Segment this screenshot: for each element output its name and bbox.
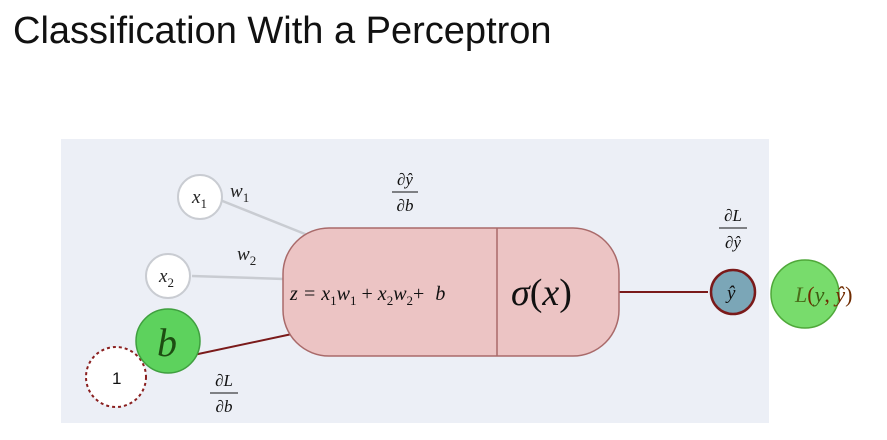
connection-x1-neuron (214, 196, 311, 238)
derivative-dL-db: ∂L ∂b (210, 371, 238, 416)
derivative-dL-db-den: ∂b (216, 397, 233, 416)
derivative-dL-dyhat-num: ∂L (724, 206, 742, 225)
loss-label: L(y, ŷ) (794, 282, 852, 307)
derivative-dL-dyhat-den: ∂ŷ (725, 233, 741, 252)
neuron-equation: z = x1w1 + x2w2+ b (289, 283, 445, 308)
derivative-dyhat-db-den: ∂b (397, 196, 414, 215)
neuron-capsule (282, 227, 620, 357)
derivative-dyhat-db-num: ∂ŷ (397, 170, 413, 189)
output-node-yhat (709, 268, 757, 316)
weight-label-w2: w2 (237, 244, 256, 268)
input-node-x1 (177, 174, 223, 220)
connection-x2-neuron (191, 274, 285, 281)
derivative-dL-db-num: ∂L (215, 371, 233, 390)
slide-title: Classification With a Perceptron (13, 10, 552, 52)
bias-node (135, 308, 201, 374)
bias-label: b (157, 320, 177, 365)
bias-input-node (85, 346, 147, 408)
input-label-x2: x2 (158, 266, 174, 290)
output-label-yhat: ŷ (725, 283, 736, 304)
derivative-dL-dyhat: ∂L ∂ŷ (719, 206, 747, 252)
weight-label-w1: w1 (230, 181, 249, 205)
bias-input-label: 1 (112, 369, 121, 388)
input-label-x1: x1 (191, 187, 207, 211)
loss-node (770, 259, 840, 329)
input-node-x2 (145, 253, 191, 299)
derivative-dyhat-db: ∂ŷ ∂b (392, 170, 418, 215)
activation-function: σ(x) (511, 272, 572, 314)
